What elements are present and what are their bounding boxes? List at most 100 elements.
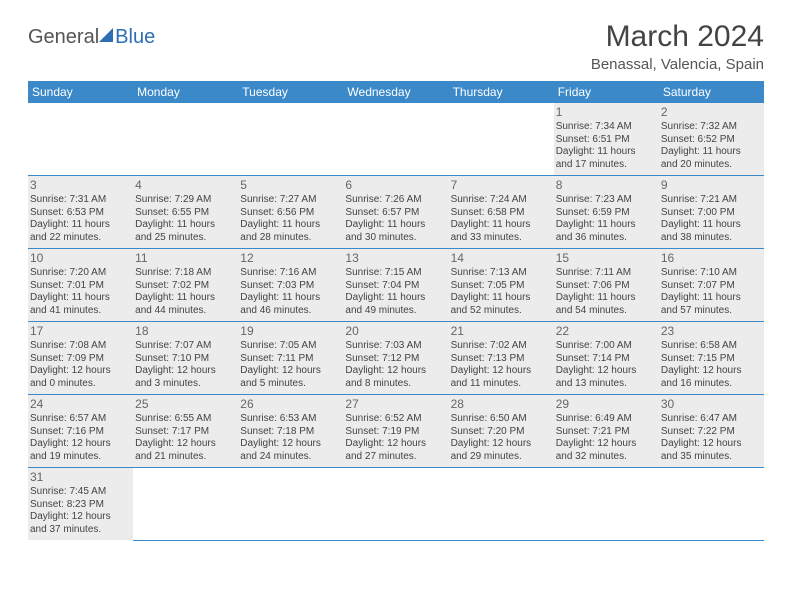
daylight-text: Daylight: 12 hours — [135, 365, 236, 378]
calendar-cell — [449, 103, 554, 176]
calendar-cell: 28Sunrise: 6:50 AMSunset: 7:20 PMDayligh… — [449, 395, 554, 468]
sunset-text: Sunset: 7:09 PM — [30, 353, 131, 366]
calendar-cell — [343, 468, 448, 541]
sunrise-text: Sunrise: 7:23 AM — [556, 194, 657, 207]
sunrise-text: Sunrise: 7:11 AM — [556, 267, 657, 280]
sunset-text: Sunset: 6:51 PM — [556, 134, 657, 147]
daylight-text: and 3 minutes. — [135, 378, 236, 391]
day-number: 21 — [451, 324, 552, 339]
day-number: 11 — [135, 251, 236, 266]
calendar-cell — [659, 468, 764, 541]
page-title: March 2024 — [591, 20, 764, 54]
daylight-text: Daylight: 11 hours — [135, 292, 236, 305]
calendar-week: 24Sunrise: 6:57 AMSunset: 7:16 PMDayligh… — [28, 395, 764, 468]
sunset-text: Sunset: 7:10 PM — [135, 353, 236, 366]
sunset-text: Sunset: 7:17 PM — [135, 426, 236, 439]
calendar-cell: 25Sunrise: 6:55 AMSunset: 7:17 PMDayligh… — [133, 395, 238, 468]
daylight-text: Daylight: 11 hours — [345, 292, 446, 305]
sunset-text: Sunset: 7:15 PM — [661, 353, 762, 366]
calendar-cell: 15Sunrise: 7:11 AMSunset: 7:06 PMDayligh… — [554, 249, 659, 322]
sunset-text: Sunset: 6:55 PM — [135, 207, 236, 220]
daylight-text: and 5 minutes. — [240, 378, 341, 391]
calendar-cell — [133, 468, 238, 541]
calendar-cell: 10Sunrise: 7:20 AMSunset: 7:01 PMDayligh… — [28, 249, 133, 322]
day-number: 27 — [345, 397, 446, 412]
calendar-cell: 20Sunrise: 7:03 AMSunset: 7:12 PMDayligh… — [343, 322, 448, 395]
daylight-text: and 20 minutes. — [661, 159, 762, 172]
day-number: 2 — [661, 105, 762, 120]
daylight-text: and 25 minutes. — [135, 232, 236, 245]
day-number: 25 — [135, 397, 236, 412]
daylight-text: Daylight: 11 hours — [240, 219, 341, 232]
day-number: 13 — [345, 251, 446, 266]
daylight-text: and 36 minutes. — [556, 232, 657, 245]
daylight-text: Daylight: 12 hours — [556, 365, 657, 378]
sunset-text: Sunset: 6:57 PM — [345, 207, 446, 220]
calendar-cell — [133, 103, 238, 176]
header: General Blue March 2024 Benassal, Valenc… — [28, 20, 764, 73]
daylight-text: Daylight: 12 hours — [240, 438, 341, 451]
day-number: 30 — [661, 397, 762, 412]
sunrise-text: Sunrise: 7:02 AM — [451, 340, 552, 353]
daylight-text: Daylight: 12 hours — [30, 365, 131, 378]
daylight-text: Daylight: 12 hours — [135, 438, 236, 451]
sunrise-text: Sunrise: 7:26 AM — [345, 194, 446, 207]
day-number: 29 — [556, 397, 657, 412]
day-number: 28 — [451, 397, 552, 412]
sunset-text: Sunset: 7:16 PM — [30, 426, 131, 439]
daylight-text: and 19 minutes. — [30, 451, 131, 464]
sunrise-text: Sunrise: 6:57 AM — [30, 413, 131, 426]
day-number: 31 — [30, 470, 131, 485]
calendar-cell: 1Sunrise: 7:34 AMSunset: 6:51 PMDaylight… — [554, 103, 659, 176]
sail-icon — [99, 28, 113, 42]
day-header-row: Sunday Monday Tuesday Wednesday Thursday… — [28, 81, 764, 103]
calendar-table: Sunday Monday Tuesday Wednesday Thursday… — [28, 81, 764, 541]
daylight-text: and 49 minutes. — [345, 305, 446, 318]
sunrise-text: Sunrise: 7:21 AM — [661, 194, 762, 207]
daylight-text: and 13 minutes. — [556, 378, 657, 391]
daylight-text: and 17 minutes. — [556, 159, 657, 172]
day-header: Monday — [133, 81, 238, 103]
day-header: Friday — [554, 81, 659, 103]
calendar-cell — [449, 468, 554, 541]
sunrise-text: Sunrise: 7:45 AM — [30, 486, 131, 499]
sunset-text: Sunset: 7:01 PM — [30, 280, 131, 293]
sunset-text: Sunset: 8:23 PM — [30, 499, 131, 512]
sunrise-text: Sunrise: 7:03 AM — [345, 340, 446, 353]
daylight-text: and 41 minutes. — [30, 305, 131, 318]
calendar-cell: 16Sunrise: 7:10 AMSunset: 7:07 PMDayligh… — [659, 249, 764, 322]
calendar-cell: 17Sunrise: 7:08 AMSunset: 7:09 PMDayligh… — [28, 322, 133, 395]
calendar-cell: 27Sunrise: 6:52 AMSunset: 7:19 PMDayligh… — [343, 395, 448, 468]
sunrise-text: Sunrise: 7:34 AM — [556, 121, 657, 134]
calendar-cell: 4Sunrise: 7:29 AMSunset: 6:55 PMDaylight… — [133, 176, 238, 249]
daylight-text: Daylight: 12 hours — [240, 365, 341, 378]
sunset-text: Sunset: 7:18 PM — [240, 426, 341, 439]
daylight-text: Daylight: 12 hours — [556, 438, 657, 451]
calendar-cell: 5Sunrise: 7:27 AMSunset: 6:56 PMDaylight… — [238, 176, 343, 249]
sunrise-text: Sunrise: 7:18 AM — [135, 267, 236, 280]
daylight-text: Daylight: 11 hours — [451, 292, 552, 305]
logo: General Blue — [28, 26, 155, 49]
calendar-cell — [28, 103, 133, 176]
day-number: 16 — [661, 251, 762, 266]
day-number: 23 — [661, 324, 762, 339]
calendar-cell: 7Sunrise: 7:24 AMSunset: 6:58 PMDaylight… — [449, 176, 554, 249]
calendar-cell: 19Sunrise: 7:05 AMSunset: 7:11 PMDayligh… — [238, 322, 343, 395]
calendar-cell — [238, 103, 343, 176]
day-header: Wednesday — [343, 81, 448, 103]
calendar-cell — [554, 468, 659, 541]
calendar-cell — [343, 103, 448, 176]
sunset-text: Sunset: 7:03 PM — [240, 280, 341, 293]
day-number: 9 — [661, 178, 762, 193]
calendar-cell: 26Sunrise: 6:53 AMSunset: 7:18 PMDayligh… — [238, 395, 343, 468]
sunset-text: Sunset: 7:14 PM — [556, 353, 657, 366]
calendar-week: 17Sunrise: 7:08 AMSunset: 7:09 PMDayligh… — [28, 322, 764, 395]
day-number: 22 — [556, 324, 657, 339]
title-block: March 2024 Benassal, Valencia, Spain — [591, 20, 764, 73]
sunrise-text: Sunrise: 7:27 AM — [240, 194, 341, 207]
sunrise-text: Sunrise: 7:16 AM — [240, 267, 341, 280]
sunset-text: Sunset: 7:19 PM — [345, 426, 446, 439]
calendar-cell: 8Sunrise: 7:23 AMSunset: 6:59 PMDaylight… — [554, 176, 659, 249]
daylight-text: Daylight: 11 hours — [661, 219, 762, 232]
daylight-text: Daylight: 12 hours — [30, 511, 131, 524]
